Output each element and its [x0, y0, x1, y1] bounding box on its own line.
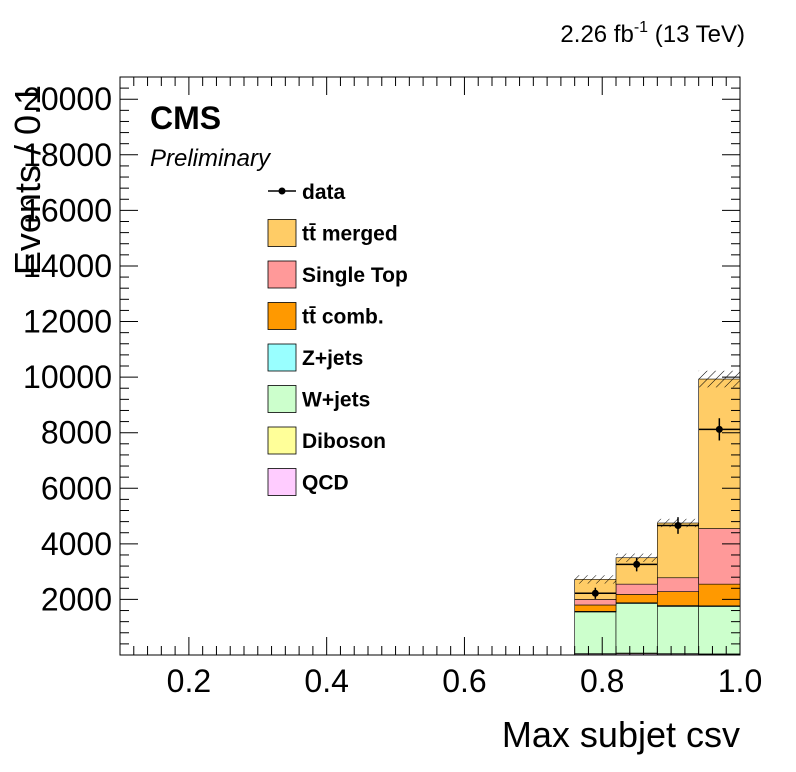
- x-axis-title: Max subjet csv: [502, 714, 740, 755]
- legend-swatch: [267, 426, 297, 455]
- legend-label: tt̄ merged: [302, 223, 398, 246]
- bar-w-jets: [698, 606, 741, 655]
- cms-label: CMS: [150, 100, 221, 136]
- bar-tt-merged: [698, 378, 741, 529]
- legend-swatch: [267, 219, 297, 247]
- y-tick-label: 8000: [41, 415, 112, 451]
- bar-w-jets: [574, 611, 617, 654]
- legend-label: tt̄ comb.: [302, 306, 384, 329]
- legend-label: Z+jets: [302, 347, 363, 370]
- bar-tt-comb-: [657, 591, 699, 606]
- data-point: [633, 560, 641, 568]
- y-tick-label: 20000: [23, 81, 112, 117]
- data-point: [591, 589, 599, 597]
- data-point: [715, 425, 723, 433]
- x-tick-label: 0.8: [580, 663, 624, 699]
- uncertainty-band: [698, 370, 740, 388]
- y-tick-label: 18000: [23, 137, 112, 173]
- bar-tt-comb-: [574, 604, 617, 612]
- y-tick-label: 14000: [23, 248, 112, 284]
- y-tick-label: 12000: [23, 304, 112, 340]
- legend-label: Single Top: [302, 264, 408, 287]
- stacked-histogram: [574, 370, 741, 656]
- y-tick-label: 4000: [41, 526, 112, 562]
- legend-swatch: [267, 302, 297, 330]
- x-tick-label: 0.6: [442, 663, 486, 699]
- y-tick-label: 10000: [23, 359, 112, 395]
- bar-w-jets: [657, 606, 699, 654]
- axis-ticks: 2000 4000 6000 8000 10000 12000 14000 16000 1800…: [23, 77, 762, 699]
- y-tick-label: 2000: [41, 581, 112, 617]
- legend: data tt̄ merged Single Top tt̄ comb. Z+jets W…: [267, 181, 408, 496]
- preliminary-label: Preliminary: [150, 145, 272, 172]
- luminosity-label: 2.26 fb-1 (13 TeV): [560, 19, 745, 48]
- legend-label: Diboson: [302, 430, 386, 453]
- data-point: [674, 522, 682, 530]
- bar-tt-comb-: [615, 594, 658, 604]
- legend-label: QCD: [302, 472, 349, 495]
- legend-swatch: [267, 260, 297, 289]
- bar-single-top: [657, 577, 699, 592]
- legend-swatch: [267, 343, 297, 372]
- legend-swatch: [267, 385, 297, 413]
- bar-tt-comb-: [698, 583, 741, 607]
- y-tick-label: 16000: [23, 192, 112, 228]
- bar-single-top: [698, 528, 741, 585]
- data-points: [574, 418, 740, 599]
- legend-swatch: [267, 468, 297, 496]
- legend-label: data: [302, 181, 346, 204]
- x-tick-label: 1.0: [718, 663, 762, 699]
- uncertainty-band: [574, 575, 616, 584]
- bar-w-jets: [615, 603, 658, 654]
- legend-data-point: [278, 187, 286, 195]
- x-tick-label: 0.2: [167, 663, 211, 699]
- y-tick-label: 6000: [41, 470, 112, 506]
- bar-single-top: [574, 599, 617, 606]
- legend-label: W+jets: [302, 389, 370, 412]
- y-axis-title: Events / 0.1: [7, 85, 48, 275]
- bar-single-top: [615, 583, 658, 595]
- x-tick-label: 0.4: [304, 663, 348, 699]
